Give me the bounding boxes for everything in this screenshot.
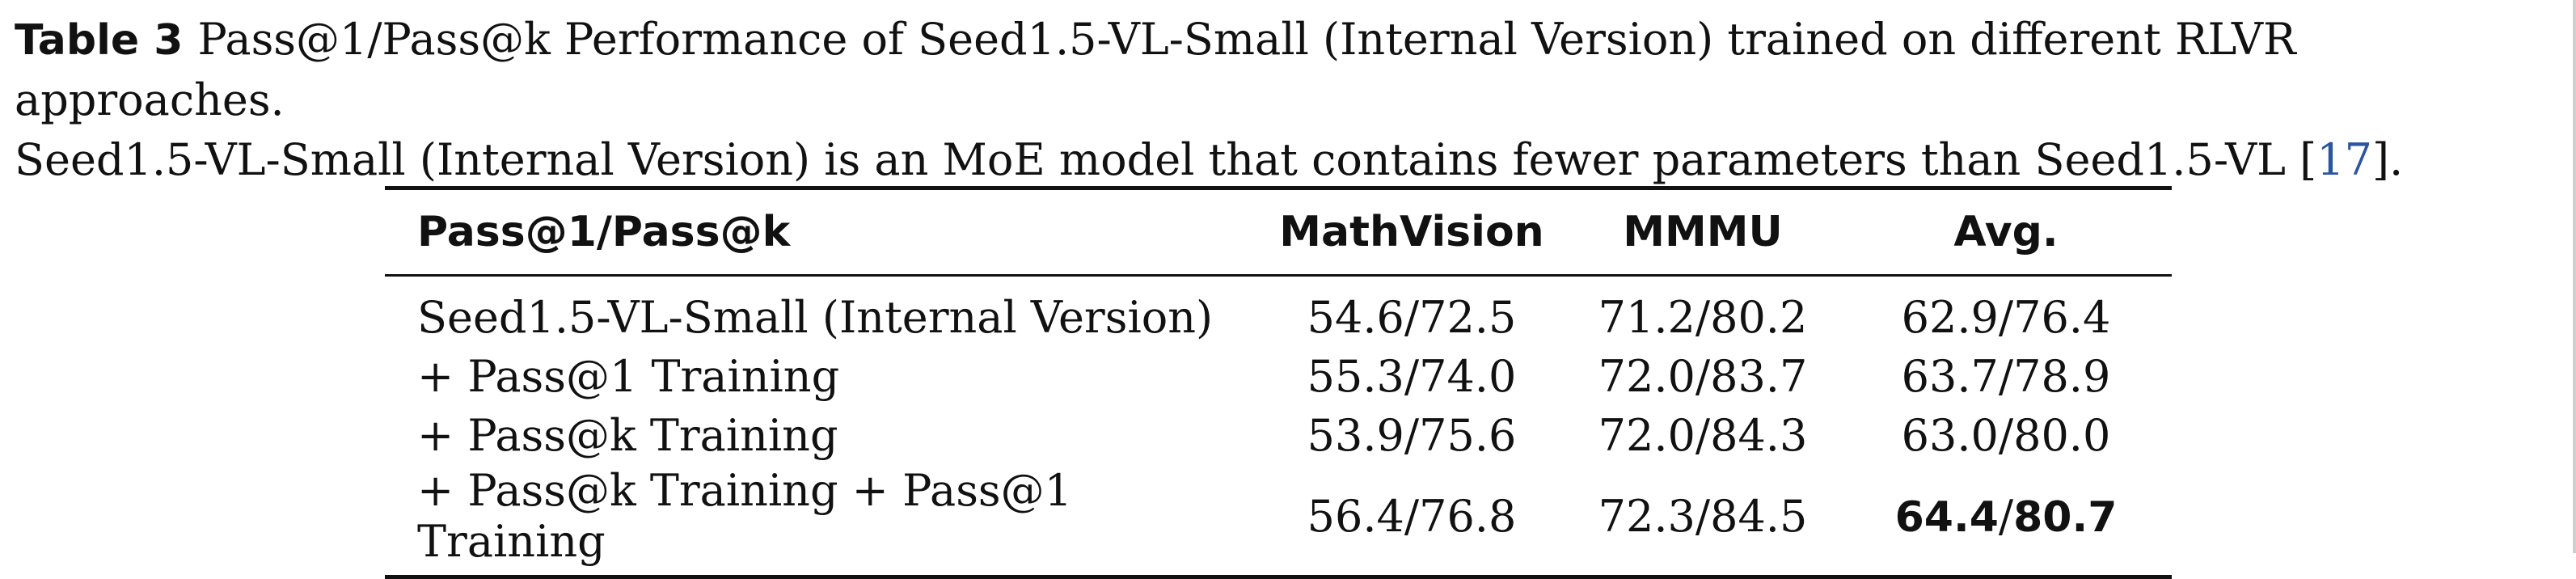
cell-avg: 62.9/76.4 — [1901, 292, 2111, 343]
results-table: Pass@1/Pass@k MathVision MMMU Avg. Seed1… — [385, 186, 2172, 579]
citation-link[interactable]: 17 — [2316, 134, 2372, 185]
best-passk-value: 80.7 — [2013, 492, 2118, 542]
cell-mathvision: 56.4/76.8 — [1307, 490, 1517, 542]
table-row: Seed1.5-VL-Small (Internal Version) 54.6… — [385, 276, 2172, 348]
cell-method: Seed1.5-VL-Small (Internal Version) — [417, 292, 1214, 343]
cell-mathvision: 54.6/72.5 — [1307, 292, 1517, 343]
table-caption: Table 3 Pass@1/Pass@k Performance of Seed… — [15, 10, 2561, 190]
cell-method: + Pass@k Training + Pass@1 Training — [417, 465, 1072, 567]
caption-line1: Pass@1/Pass@k Performance of Seed1.5-VL-… — [15, 14, 2296, 125]
cell-mathvision: 55.3/74.0 — [1307, 351, 1517, 402]
cell-mathvision: 53.9/75.6 — [1307, 410, 1517, 461]
page-edge — [2573, 0, 2576, 553]
header-avg: Avg. — [1953, 208, 2059, 256]
cell-method: + Pass@k Training — [417, 410, 838, 461]
cell-avg: 63.0/80.0 — [1901, 410, 2111, 461]
value-separator: / — [1998, 490, 2014, 542]
caption-line2: Seed1.5-VL-Small (Internal Version) is a… — [15, 134, 2317, 185]
cell-mmmu: 72.0/83.7 — [1598, 351, 1808, 402]
header-mathvision: MathVision — [1279, 208, 1544, 256]
table-row: + Pass@k Training 53.9/75.6 72.0/84.3 63… — [385, 406, 2172, 465]
best-pass1-value: 64.4 — [1894, 492, 1999, 542]
cell-avg: 63.7/78.9 — [1901, 351, 2111, 402]
results-table-container: Pass@1/Pass@k MathVision MMMU Avg. Seed1… — [385, 186, 2172, 579]
cell-avg-best: 64.4/80.7 — [1840, 465, 2172, 577]
cell-mmmu: 71.2/80.2 — [1598, 292, 1808, 343]
cell-method: + Pass@1 Training — [417, 351, 840, 402]
caption-label: Table 3 — [15, 16, 184, 65]
header-mmmu: MMMU — [1623, 208, 1783, 256]
cell-mmmu: 72.3/84.5 — [1598, 490, 1808, 542]
table-row: + Pass@k Training + Pass@1 Training 56.4… — [385, 465, 2172, 577]
cell-mmmu: 72.0/84.3 — [1598, 410, 1808, 461]
table-row: + Pass@1 Training 55.3/74.0 72.0/83.7 63… — [385, 347, 2172, 406]
table-header-row: Pass@1/Pass@k MathVision MMMU Avg. — [385, 188, 2172, 276]
caption-line2-end: ]. — [2371, 134, 2404, 185]
header-method: Pass@1/Pass@k — [417, 208, 791, 256]
